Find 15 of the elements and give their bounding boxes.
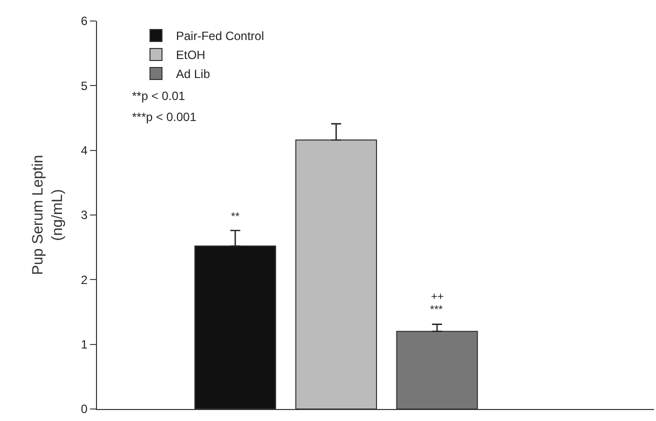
y-tick-label: 1: [80, 338, 88, 352]
y-axis-title: Pup Serum Leptin (ng/mL): [30, 154, 66, 276]
annotation: **p < 0.01: [132, 89, 186, 103]
y-tick-label: 0: [80, 402, 88, 416]
annotation: ***p < 0.001: [132, 110, 197, 124]
y-tick-label: 4: [80, 144, 88, 158]
legend-label: EtOH: [176, 48, 206, 62]
y-tick-label: 5: [80, 78, 88, 93]
data-label: ++ ***: [430, 291, 444, 316]
y-tick-label: 2: [80, 272, 88, 287]
y-tick-label: 3: [80, 208, 88, 222]
data-label: **: [231, 211, 240, 223]
legend-label: Ad Lib: [176, 67, 210, 82]
y-tick-label: 6: [80, 14, 88, 28]
legend-label: Pair-Fed Control: [176, 29, 264, 44]
